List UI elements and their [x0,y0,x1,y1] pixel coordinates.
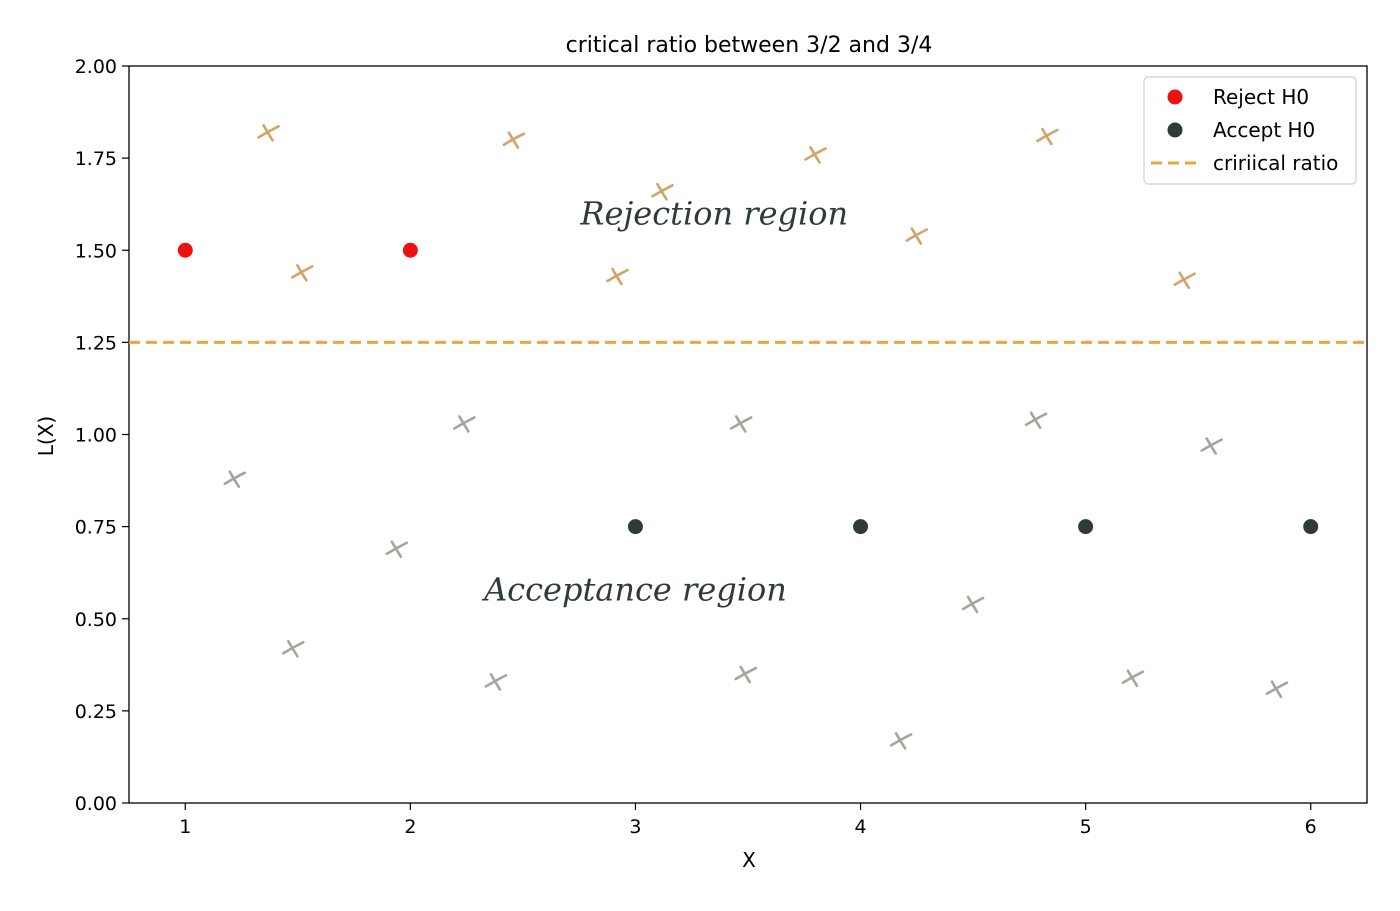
lower-cross-mark [223,470,247,489]
lower-cross-mark [1200,437,1223,455]
cross-stroke [734,415,747,433]
y-tick-label: 2.00 [75,56,117,78]
upper-cross-mark [502,131,526,149]
y-tick-label: 0.25 [75,701,117,723]
cross-stroke [489,673,502,691]
cross-stroke [507,131,520,149]
legend: Reject H0 Accept H0 cririical ratio [1143,76,1357,185]
legend-critical-label: cririical ratio [1213,151,1338,175]
upper-cross-mark [905,227,929,245]
cross-stroke [910,227,923,245]
upper-cross-mark [1173,271,1196,290]
cross-stroke [1270,680,1283,699]
upper-cross-mark [606,267,629,286]
cross-stroke [1205,437,1217,455]
reject-point [402,242,418,258]
lower-cross-mark [385,540,409,559]
cross-stroke [390,540,403,559]
cross-stroke [1041,127,1053,146]
cross-stroke [458,415,470,433]
cross-stroke [1126,669,1139,688]
x-tick-label: 2 [404,816,416,838]
cross-stroke [296,264,308,282]
cross-stroke [1178,271,1190,290]
y-tick-label: 1.00 [75,425,117,447]
cross-stroke [611,267,623,286]
accept-point [853,519,869,535]
accept-point [1303,519,1319,535]
reject-point [177,242,193,258]
lower-cross-mark [1121,669,1145,688]
lower-cross-mark [734,665,758,684]
cross-stroke [262,124,274,142]
lower-cross-mark [484,673,508,691]
y-tick-label: 1.25 [75,332,117,354]
y-tick-label: 1.75 [75,148,117,170]
rejection-region-label: Rejection region [579,194,848,232]
legend-reject-label: Reject H0 [1213,85,1309,109]
y-tick-label: 0.50 [75,609,117,631]
y-tick-label: 0.00 [75,793,117,815]
acceptance-region-label: Acceptance region [481,570,787,608]
upper-cross-mark [1036,127,1059,146]
legend-accept-marker [1167,122,1183,138]
x-axis-label: X [742,848,756,872]
lower-cross-mark [282,639,305,658]
lower-cross-mark [961,595,985,614]
y-tick-label: 0.75 [75,517,117,539]
upper-cross-mark [804,146,827,164]
cross-stroke [228,470,241,489]
chart-title: critical ratio between 3/2 and 3/4 [566,33,933,58]
legend-reject-marker [1167,89,1183,105]
lower-cross-mark [1265,680,1289,699]
accept-point [1078,519,1094,535]
x-tick-label: 3 [629,816,641,838]
x-tick-label: 1 [179,816,191,838]
lower-cross-mark [453,415,476,433]
x-tick-label: 5 [1080,816,1092,838]
x-tick-label: 6 [1305,816,1317,838]
cross-stroke [809,146,821,164]
cross-stroke [1029,411,1042,430]
y-axis-label: L(X) [34,416,58,456]
accept-point [627,519,643,535]
lower-cross-mark [889,732,913,750]
legend-accept-label: Accept H0 [1213,118,1315,142]
plot-area: 1 2 3 4 5 6 0.00 0.25 0.50 0.75 1.00 1.25 1.50 1.75 2.… [75,56,1368,838]
cross-stroke [287,639,299,658]
cross-stroke [966,595,979,614]
lower-cross-mark [1024,411,1048,430]
cross-stroke [656,182,668,201]
cross-stroke [894,732,907,750]
x-tick-label: 4 [854,816,866,838]
cross-stroke [739,665,752,684]
upper-cross-mark [651,182,674,201]
upper-cross-mark [257,124,280,142]
lower-cross-mark [729,415,753,433]
upper-cross-mark [291,264,314,282]
legend-box [1143,76,1357,185]
y-tick-label: 1.50 [75,240,117,262]
